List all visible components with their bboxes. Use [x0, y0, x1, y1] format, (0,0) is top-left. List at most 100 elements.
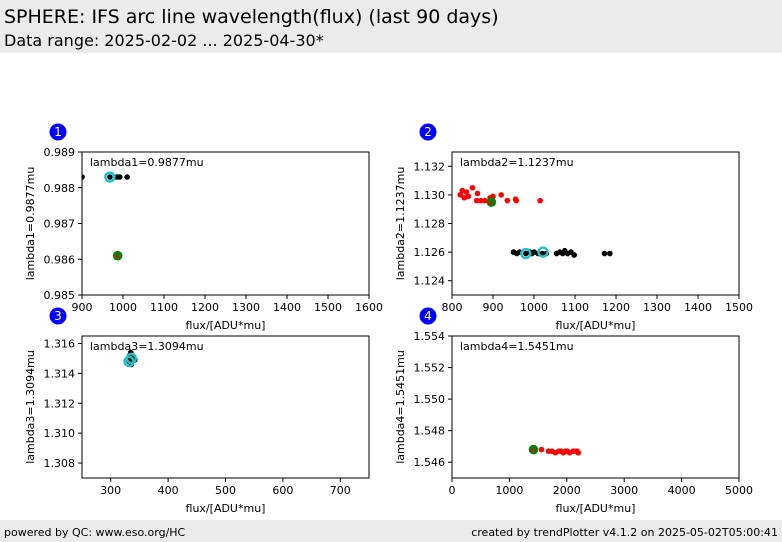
header-bar: SPHERE: IFS arc line wavelength(flux) (l… — [0, 0, 782, 53]
plot-annotation: lambda4=1.5451mu — [460, 340, 574, 353]
data-point — [538, 446, 545, 453]
data-point — [601, 250, 608, 257]
x-tick-label: 700 — [330, 484, 351, 497]
plot-annotation: lambda2=1.1237mu — [460, 156, 574, 169]
data-point — [124, 174, 130, 180]
x-tick-label: 900 — [483, 301, 504, 314]
y-axis-label: lambda3=1.3094mu — [24, 350, 37, 464]
data-points — [528, 444, 582, 456]
x-axis-label: flux/[ADU*mu] — [556, 502, 636, 515]
y-tick-label: 1.312 — [44, 397, 76, 410]
x-tick-label: 1300 — [232, 301, 260, 314]
y-tick-label: 1.128 — [414, 218, 446, 231]
y-tick-label: 0.985 — [44, 289, 76, 302]
y-axis-label: lambda2=1.1237mu — [394, 167, 407, 281]
highlight-point-center — [114, 254, 119, 259]
plot-frame — [81, 335, 370, 479]
y-tick-label: 1.130 — [414, 189, 446, 202]
y-axis-label: lambda4=1.5451mu — [394, 350, 407, 464]
y-tick-label: 1.548 — [414, 425, 446, 438]
y-tick-label: 0.986 — [44, 253, 76, 266]
x-tick-label: 1000 — [109, 301, 137, 314]
data-point — [116, 174, 123, 180]
panel-badge — [49, 307, 67, 325]
data-point — [482, 197, 488, 204]
x-tick-label: 4000 — [668, 484, 696, 497]
x-tick-label: 1200 — [602, 301, 630, 314]
highlight-ring — [123, 355, 135, 368]
y-axis-label: lambda1=0.9877mu — [24, 167, 37, 281]
y-tick-label: 1.550 — [414, 393, 446, 406]
data-point — [537, 197, 543, 204]
highlight-ring — [537, 246, 549, 258]
x-tick-label: 400 — [158, 484, 179, 497]
highlight-point-center — [530, 448, 535, 453]
x-tick-label: 1200 — [191, 301, 219, 314]
data-point — [463, 189, 470, 195]
x-tick-label: 3000 — [610, 484, 638, 497]
y-tick-label: 1.314 — [44, 367, 76, 380]
x-tick-label: 1400 — [684, 301, 712, 314]
data-points — [82, 171, 130, 261]
data-point — [457, 192, 464, 198]
data-point — [469, 184, 476, 191]
footer-bar: powered by QC: www.eso.org/HC created by… — [0, 520, 782, 542]
x-axis-label: flux/[ADU*mu] — [556, 319, 636, 332]
plot-annotation: lambda1=0.9877mu — [90, 156, 204, 169]
footer-version: created by trendPlotter v4.1.2 on 2025-0… — [471, 526, 778, 539]
x-tick-label: 0 — [449, 484, 456, 497]
chart-panel-4: 4 0 1000 2000 3000 4000 5000 1.546 1.548 1.550 1.5… — [394, 307, 753, 515]
x-tick-label: 2000 — [553, 484, 581, 497]
x-tick-label: 1400 — [273, 301, 301, 314]
panel-badge — [49, 123, 67, 141]
panel-badge-number: 4 — [424, 309, 432, 323]
highlight-ring — [520, 247, 532, 260]
y-tick-label: 1.546 — [414, 456, 446, 469]
panel-badge-number: 1 — [54, 125, 62, 139]
footer-credit: powered by QC: www.eso.org/HC — [4, 526, 186, 539]
x-tick-label: 600 — [272, 484, 293, 497]
plot-frame — [451, 151, 740, 296]
chart-panel-2: 2 800 900 1000 1100 1200 1300 1400 1500 1.124 1.12… — [394, 123, 753, 332]
x-axis-label: flux/[ADU*mu] — [186, 319, 266, 332]
x-tick-label: 1100 — [150, 301, 178, 314]
x-tick-label: 1300 — [643, 301, 671, 314]
x-axis-label: flux/[ADU*mu] — [186, 502, 266, 515]
panel-badge — [419, 123, 437, 141]
y-tick-label: 0.987 — [44, 218, 76, 231]
data-point — [607, 250, 613, 257]
data-point — [513, 197, 520, 204]
data-point — [477, 197, 484, 204]
x-tick-label: 300 — [100, 484, 121, 497]
x-tick-label: 1100 — [561, 301, 589, 314]
data-point — [473, 197, 480, 204]
x-tick-label: 900 — [72, 301, 93, 314]
data-point — [504, 197, 511, 204]
x-tick-label: 1500 — [314, 301, 342, 314]
x-tick-label: 500 — [215, 484, 236, 497]
chart-panel-3: 3 300 400 500 600 700 1.308 1.310 1.312 1.314 1.31… — [24, 307, 370, 515]
highlight-ring — [104, 171, 116, 183]
y-tick-label: 1.316 — [44, 337, 76, 350]
chart-panel-1: 1 900 1000 1100 1200 1300 1400 1500 1600 0.985 0.9… — [24, 123, 383, 332]
x-tick-label: 1000 — [495, 484, 523, 497]
x-tick-label: 800 — [442, 301, 463, 314]
y-tick-label: 1.552 — [414, 362, 446, 375]
data-points — [123, 349, 138, 368]
x-tick-label: 1000 — [520, 301, 548, 314]
y-tick-label: 1.132 — [414, 160, 446, 173]
page-subtitle: Data range: 2025-02-02 ... 2025-04-30* — [4, 31, 324, 50]
data-point — [82, 174, 85, 180]
data-point — [465, 193, 472, 200]
plot-frame — [451, 335, 740, 479]
y-tick-label: 1.126 — [414, 246, 446, 259]
plot-frame — [81, 151, 370, 296]
panel-badge-number: 3 — [54, 309, 62, 323]
x-tick-label: 1600 — [355, 301, 383, 314]
y-tick-label: 0.989 — [44, 146, 76, 159]
data-point — [575, 449, 582, 456]
x-tick-label: 5000 — [725, 484, 753, 497]
highlight-point-center — [488, 201, 493, 205]
data-point — [498, 192, 505, 198]
